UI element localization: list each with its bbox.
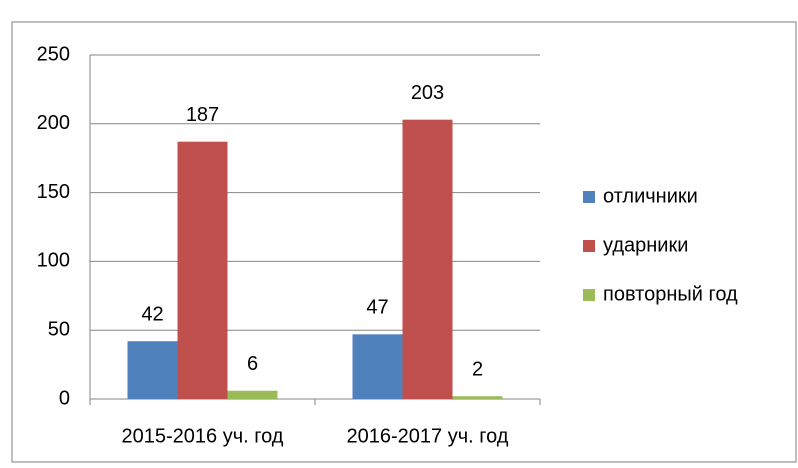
bar (227, 390, 278, 399)
chart-frame (11, 21, 797, 463)
legend-swatch (583, 240, 595, 252)
bar (127, 341, 178, 399)
x-tick-label: 2016-2017 уч. год (347, 425, 509, 447)
y-tick-label: 50 (48, 318, 70, 340)
value-label: 42 (141, 303, 163, 325)
y-tick-label: 150 (37, 181, 70, 203)
legend-swatch (583, 191, 595, 203)
y-tick-label: 100 (37, 250, 70, 272)
bar (177, 141, 228, 400)
y-tick-label: 200 (37, 112, 70, 134)
y-tick-label: 250 (37, 43, 70, 65)
y-tick-label: 0 (59, 387, 70, 409)
value-label: 187 (186, 104, 219, 126)
legend-label: отличники (603, 185, 698, 207)
bar (352, 334, 403, 399)
value-label: 6 (247, 353, 258, 375)
bar (402, 119, 453, 399)
legend-label: ударники (603, 234, 688, 256)
value-label: 2 (472, 359, 483, 381)
bar (452, 396, 503, 399)
value-label: 47 (366, 297, 388, 319)
value-label: 203 (411, 82, 444, 104)
legend-label: повторный год (603, 283, 738, 305)
legend-swatch (583, 289, 595, 301)
x-tick-label: 2015-2016 уч. год (122, 425, 284, 447)
